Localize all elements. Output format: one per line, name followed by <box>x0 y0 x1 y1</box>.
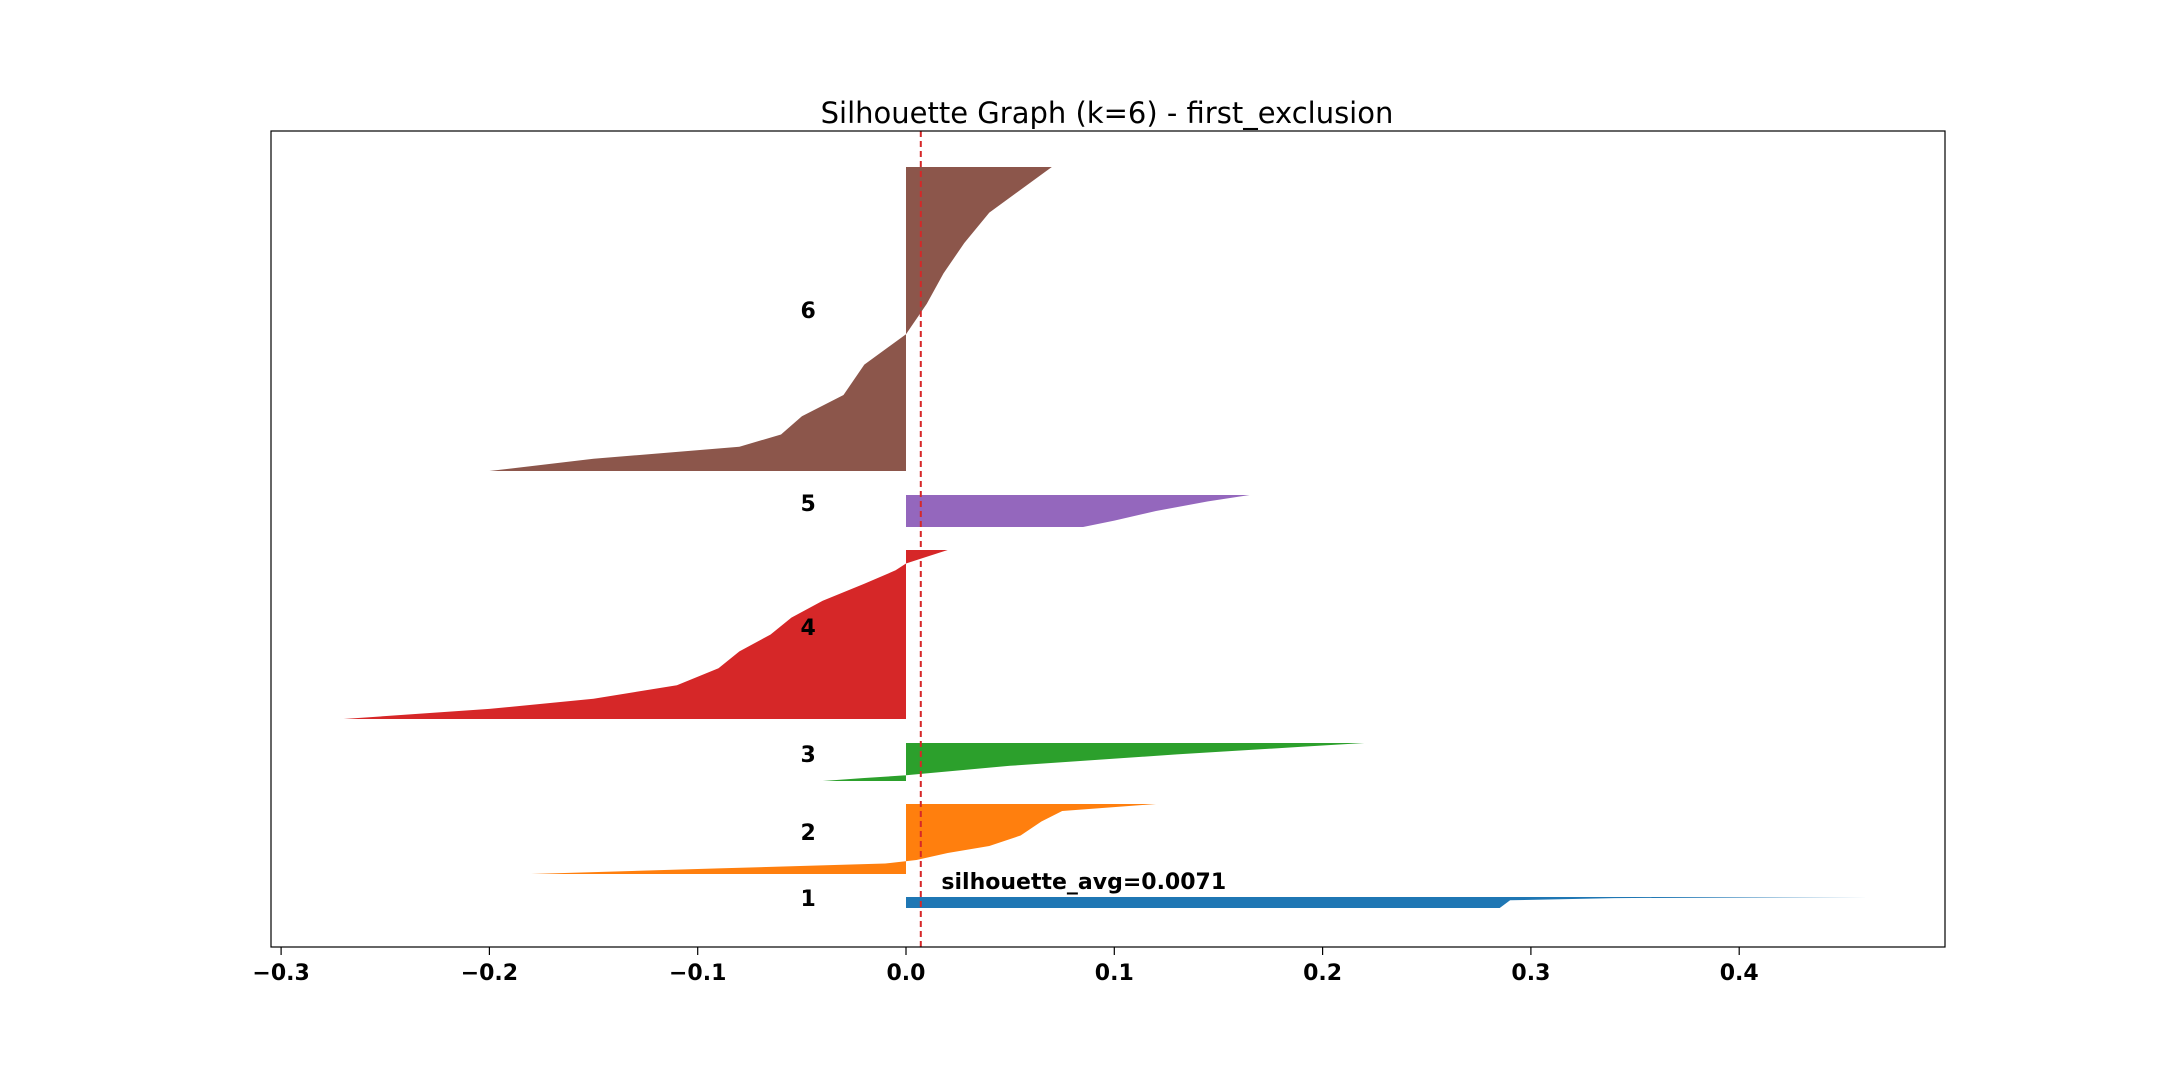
x-axis: −0.3 −0.2 −0.1 0.0 0.1 0.2 0.3 0.4 <box>252 947 1759 986</box>
x-tick-label: 0.2 <box>1303 961 1342 986</box>
cluster-5-silhouette <box>906 495 1250 527</box>
cluster-1-silhouette <box>906 897 1869 908</box>
x-tick-label: 0.4 <box>1720 961 1759 986</box>
x-tick-label: −0.1 <box>669 961 726 986</box>
chart-title: Silhouette Graph (k=6) - first_exclusion <box>821 96 1394 130</box>
cluster-bars <box>343 167 1869 908</box>
cluster-1-label: 1 <box>800 887 815 912</box>
cluster-2-label: 2 <box>800 821 815 846</box>
cluster-4-label: 4 <box>800 616 815 641</box>
x-tick-label: 0.3 <box>1511 961 1550 986</box>
x-tick-label: 0.1 <box>1095 961 1134 986</box>
cluster-4-silhouette <box>343 550 948 719</box>
x-tick-label: −0.3 <box>252 961 309 986</box>
x-tick-label: −0.2 <box>461 961 518 986</box>
silhouette-average-label: silhouette_avg=0.0071 <box>941 870 1226 895</box>
cluster-6-label: 6 <box>800 299 815 324</box>
x-tick-label: 0.0 <box>887 961 926 986</box>
cluster-labels: 1 2 3 4 5 6 <box>800 299 815 912</box>
plot-frame <box>270 130 1946 948</box>
cluster-6-silhouette <box>489 167 1052 471</box>
cluster-3-label: 3 <box>800 743 815 768</box>
cluster-3-silhouette <box>822 743 1365 781</box>
cluster-2-silhouette <box>531 804 1156 874</box>
cluster-5-label: 5 <box>800 492 815 517</box>
